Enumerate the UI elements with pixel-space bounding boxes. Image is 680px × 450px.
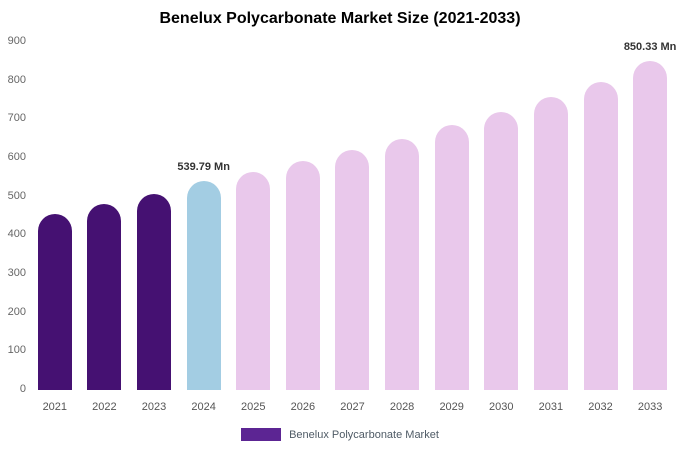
- bar-group-2031: 2031: [526, 42, 576, 413]
- bar-group-2030: 2030: [476, 42, 526, 413]
- y-axis: 0 100 200 300 400 500 600 700 800 900: [0, 35, 28, 395]
- x-axis-label-2029: 2029: [439, 401, 464, 413]
- bar-group-2028: 2028: [377, 42, 427, 413]
- x-axis-label-2022: 2022: [92, 401, 117, 413]
- bar-group-2026: 2026: [278, 42, 328, 413]
- x-axis-label-2030: 2030: [489, 401, 514, 413]
- y-tick-label: 0: [19, 383, 26, 395]
- x-axis-label-2033: 2033: [637, 401, 663, 413]
- legend[interactable]: Benelux Polycarbonate Market: [0, 428, 680, 441]
- legend-label: Benelux Polycarbonate Market: [289, 428, 439, 441]
- bar-group-2025: 2025: [228, 42, 278, 413]
- bar-2022[interactable]: [87, 203, 122, 390]
- bar-group-2033: 2033 850.33 Mn: [623, 41, 677, 413]
- data-label-2033: 850.33 Mn: [623, 41, 677, 54]
- bar-2024[interactable]: [186, 181, 221, 390]
- bar-2030[interactable]: [484, 112, 519, 390]
- bar-2033[interactable]: [633, 61, 668, 390]
- y-tick-label: 900: [7, 35, 26, 47]
- x-axis-label-2031: 2031: [538, 401, 564, 413]
- y-tick-label: 200: [7, 305, 26, 318]
- bar-2031[interactable]: [533, 97, 568, 390]
- x-axis-label-2021: 2021: [42, 401, 68, 413]
- bar-group-2027: 2027: [328, 42, 378, 413]
- bar-2025[interactable]: [236, 172, 271, 390]
- y-tick-label: 100: [7, 344, 26, 357]
- bar-2029[interactable]: [434, 125, 469, 390]
- x-axis-label-2032: 2032: [588, 401, 613, 413]
- x-axis-label-2027: 2027: [340, 401, 365, 413]
- bar-group-2021: 2021: [30, 42, 80, 413]
- legend-swatch: [241, 428, 282, 441]
- bar-2028[interactable]: [385, 138, 420, 390]
- bar-group-2024: 2024 539.79 Mn: [177, 42, 230, 413]
- x-axis-label-2026: 2026: [290, 401, 316, 413]
- y-tick-label: 400: [7, 228, 26, 241]
- bar-group-2022: 2022: [80, 42, 130, 413]
- x-axis-label-2024: 2024: [191, 401, 216, 413]
- data-label-2024: 539.79 Mn: [177, 161, 230, 174]
- x-axis-label-2025: 2025: [241, 401, 266, 413]
- bar-2023[interactable]: [137, 193, 172, 390]
- chart-title: Benelux Polycarbonate Market Size (2021-…: [159, 10, 521, 27]
- y-tick-label: 500: [7, 189, 26, 202]
- bar-group-2029: 2029: [427, 42, 477, 413]
- bar-group-2032: 2032: [576, 42, 626, 413]
- x-axis-label-2023: 2023: [141, 401, 167, 413]
- y-tick-label: 800: [7, 73, 26, 86]
- y-tick-label: 300: [7, 267, 26, 279]
- bar-group-2023: 2023: [129, 42, 179, 413]
- y-tick-label: 700: [7, 112, 26, 125]
- bar-2021[interactable]: [37, 214, 72, 390]
- plot-area: 2021 2022 2023 2024 539.79 Mn 2025 2026 2027 202…: [30, 41, 677, 413]
- x-axis-label-2028: 2028: [389, 401, 415, 413]
- bar-2026[interactable]: [285, 161, 320, 390]
- y-tick-label: 600: [7, 151, 26, 163]
- bar-2032[interactable]: [583, 81, 618, 390]
- bar-2027[interactable]: [335, 150, 370, 390]
